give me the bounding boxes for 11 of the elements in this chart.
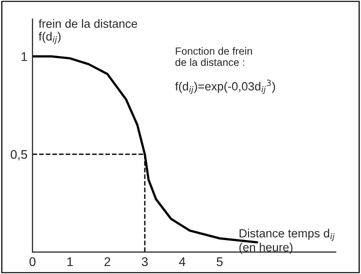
annotation: Fonction de frein de la distance : (175, 47, 252, 66)
annotation: f(d$_{ij}$)=exp(-0,03d$_{ij}$$^{3}$) (175, 80, 276, 94)
x-tick-label: 3 (142, 257, 148, 266)
y-tick-label: 0,5 (10, 150, 28, 160)
x-tick-label: 2 (104, 257, 110, 266)
x-tick-label: 1 (67, 257, 73, 266)
x-tick-label: 5 (216, 257, 223, 266)
x-tick-label: 0 (30, 257, 36, 266)
y-axis-title: frein de la distance f(d$_{ij}$) (38, 19, 138, 44)
text: Distance temps d$_{ij}$ (en heure) (239, 228, 335, 254)
x-tick-label: 4 (179, 257, 186, 266)
